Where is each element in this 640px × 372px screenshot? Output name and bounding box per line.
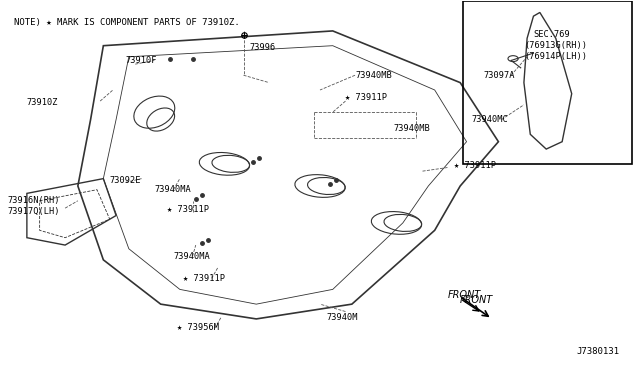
Text: 73996: 73996 xyxy=(250,43,276,52)
Text: 73916N(RH): 73916N(RH) xyxy=(8,196,60,205)
Text: J7380131: J7380131 xyxy=(577,347,620,356)
Text: ★ 73911P: ★ 73911P xyxy=(454,161,496,170)
Text: FRONT: FRONT xyxy=(447,290,481,300)
Text: 73940MA: 73940MA xyxy=(173,251,210,261)
Text: FRONT: FRONT xyxy=(460,295,493,305)
Text: SEC.769: SEC.769 xyxy=(534,30,570,39)
Text: (76913G(RH)): (76913G(RH)) xyxy=(524,41,587,50)
Text: 73940MC: 73940MC xyxy=(472,115,508,124)
Text: 73910Z: 73910Z xyxy=(27,99,58,108)
Text: 73940MB: 73940MB xyxy=(355,71,392,80)
Text: ★ 73911P: ★ 73911P xyxy=(167,205,209,215)
Text: NOTE) ★ MARK IS COMPONENT PARTS OF 73910Z.: NOTE) ★ MARK IS COMPONENT PARTS OF 73910… xyxy=(14,18,240,27)
Text: (76914P(LH)): (76914P(LH)) xyxy=(524,52,587,61)
Text: ★ 73956M: ★ 73956M xyxy=(177,323,219,331)
Text: 73940MA: 73940MA xyxy=(154,185,191,194)
Bar xyxy=(463,1,632,164)
Text: 73940MB: 73940MB xyxy=(394,124,430,133)
Text: 73092E: 73092E xyxy=(109,176,141,185)
Text: ★ 73911P: ★ 73911P xyxy=(183,274,225,283)
Text: 73097A: 73097A xyxy=(484,71,515,80)
Text: 73910F: 73910F xyxy=(125,56,157,65)
Text: 73940M: 73940M xyxy=(326,313,358,322)
Text: ★ 73911P: ★ 73911P xyxy=(346,93,387,102)
Text: 73917Q(LH): 73917Q(LH) xyxy=(8,207,60,217)
